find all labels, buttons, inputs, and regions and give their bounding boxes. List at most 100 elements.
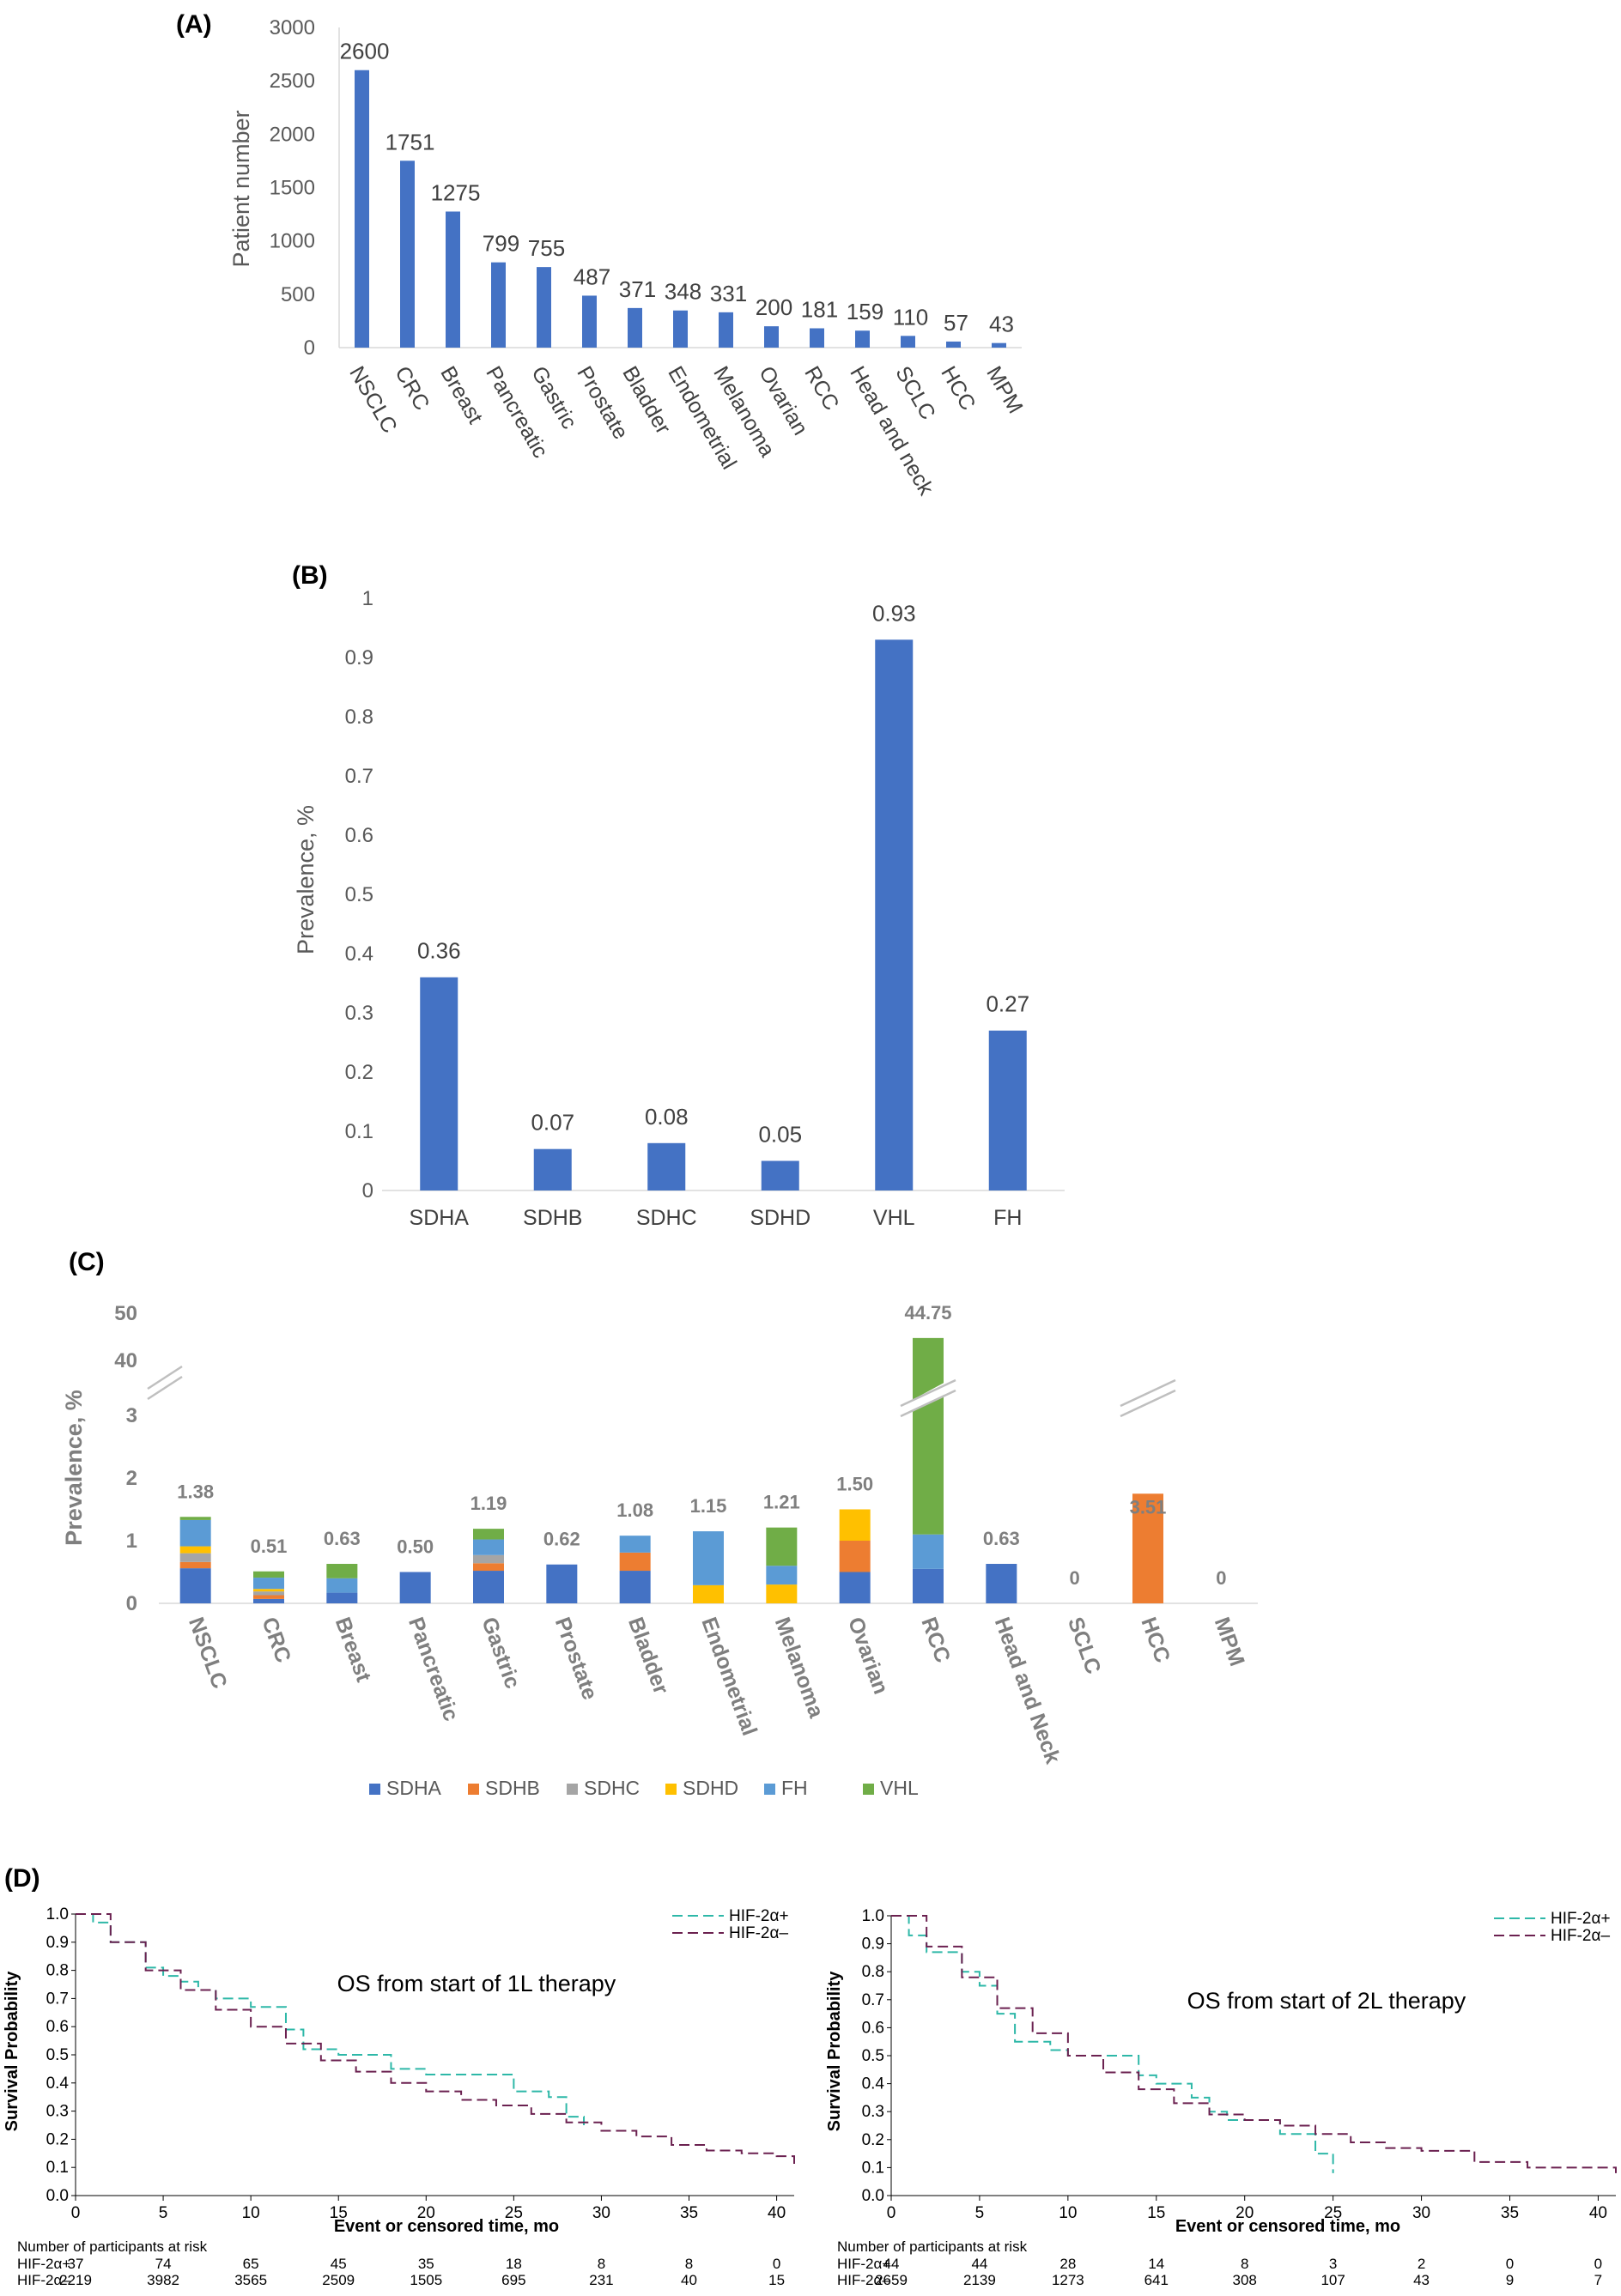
- panel-d-right-y-tick: 0.6: [862, 2019, 884, 2037]
- panel-b-data-label: 0.36: [417, 938, 461, 964]
- panel-a-data-label: 1275: [431, 179, 481, 205]
- panel-d-right-y-tick: 1.0: [862, 1907, 884, 1925]
- panel-c-segment-prostate-sdha: [546, 1564, 578, 1603]
- panel-a-y-tick: 2500: [270, 70, 315, 93]
- panel-c-segment-crc-sdhb: [253, 1595, 284, 1599]
- panel-d-right-risk-value: 9: [1506, 2272, 1514, 2288]
- panel-c-segment-gastric-fh: [473, 1539, 504, 1555]
- panel-d-left-curve-positive: [76, 1913, 586, 2125]
- panel-d-left-y-tick: 0.8: [46, 1962, 69, 1980]
- panel-c-segment-gastric-sdhb: [473, 1563, 504, 1572]
- panel-d-left-x-tick: 0: [71, 2204, 81, 2222]
- panel-d-left-risk-value: 18: [506, 2256, 522, 2272]
- panel-a-y-tick: 500: [281, 283, 315, 306]
- panel-c-total-label: 0.62: [543, 1529, 580, 1550]
- panel-a-y-tick: 0: [304, 336, 315, 360]
- panel-c-total-label: 0.51: [251, 1536, 288, 1557]
- panel-d-left-risk-row-label: HIF-2α–: [17, 2272, 70, 2288]
- panel-a-category-head-and-neck: Head and neck: [845, 362, 938, 500]
- legend-label-sdhc: SDHC: [584, 1777, 640, 1799]
- panel-d-right-risk-value: 44: [883, 2256, 900, 2272]
- panel-b-data-label: 0.05: [758, 1122, 802, 1148]
- panel-b-data-label: 0.08: [645, 1104, 689, 1130]
- panel-d-left-x-tick: 5: [159, 2204, 168, 2222]
- panel-c-segment-rcc-fh: [913, 1534, 944, 1569]
- panel-d-left-risk-row-label: HIF-2α+: [17, 2256, 70, 2272]
- panel-d-left-plot: 0.0 0.1 0.2 0.3 0.4 0.5 0.6 0.7 0.8 0.9 1.0 0 5 10 15 2…: [17, 1905, 795, 2288]
- panel-b-y-tick: 0.9: [345, 646, 373, 669]
- panel-c-segment-nsclc-sdha: [179, 1568, 211, 1603]
- panel-c-total-label: 44.75: [904, 1302, 951, 1324]
- panel-c-category-breast: Breast: [331, 1614, 376, 1685]
- panel-c-bar-break-mark: [900, 1378, 956, 1408]
- panel-b-category-labels: SDHA SDHB SDHC SDHD VHL FH: [410, 1206, 1023, 1230]
- panel-d-left-x-tick: 15: [330, 2204, 348, 2222]
- panel-b-y-tick: 0.3: [345, 1002, 373, 1025]
- panel-a-bar-sclc: [901, 336, 915, 348]
- panel-c-total-label: 0: [1070, 1567, 1080, 1589]
- legend-label-sdhd: SDHD: [683, 1777, 738, 1799]
- panel-d-left-x-axis-label: Event or censored time, mo: [334, 2217, 559, 2236]
- panel-a-category-breast: Breast: [435, 362, 487, 428]
- panel-a-data-label: 371: [619, 276, 656, 302]
- panel-d-right-y-tick: 0.8: [862, 1963, 884, 1981]
- panel-a-bar-mpm: [992, 342, 1006, 348]
- panel-c-bar-break-mark: [1120, 1389, 1176, 1418]
- panel-d-left-x-tick: 20: [417, 2204, 435, 2222]
- panel-b-data-label: 0.27: [986, 991, 1029, 1017]
- panel-c-total-label: 0.63: [324, 1528, 361, 1549]
- panel-d-left-x-tick: 40: [768, 2204, 786, 2222]
- panel-b-category-sdha: SDHA: [410, 1206, 470, 1230]
- panel-b-category-sdhb: SDHB: [523, 1206, 582, 1230]
- panel-c-segment-bladder-sdha: [619, 1571, 651, 1603]
- panel-a-bar-pancreatic: [491, 262, 506, 348]
- panel-d-left-x-tick: 35: [680, 2204, 698, 2222]
- panel-d-right-risk-value: 43: [1413, 2272, 1430, 2288]
- panel-d-right-risk-row-label: HIF-2α+: [837, 2256, 890, 2272]
- panel-d-left-y-tick: 0.0: [46, 2187, 69, 2205]
- panel-c-category-hcc: HCC: [1136, 1614, 1175, 1665]
- panel-d-right-legend-label: HIF-2α+: [1551, 1910, 1611, 1928]
- panel-d-right-x-axis-label: Event or censored time, mo: [1175, 2217, 1400, 2236]
- panel-b-y-tick: 0: [362, 1179, 373, 1203]
- panel-c-category-prostate: Prostate: [550, 1614, 603, 1703]
- panel-b-chart: (B) Prevalence, % 0 0.1 0.2 0.3 0.4 0.5 0.6 0.7…: [292, 561, 1065, 1230]
- panel-a-chart: (A) Patient number 0 500 1000 1500 2000 2500 3…: [176, 10, 1028, 500]
- panel-d-left-risk-value: 231: [589, 2272, 613, 2288]
- legend-swatch-sdhb: [468, 1784, 479, 1795]
- panel-d-left-y-tick: 0.2: [46, 2130, 69, 2148]
- panel-a-data-label: 110: [893, 304, 928, 330]
- panel-c-category-pancreatic: Pancreatic: [404, 1614, 464, 1724]
- panel-c-total-label: 3.51: [1130, 1497, 1167, 1518]
- panel-d-right-risk-value: 0: [1506, 2256, 1514, 2272]
- panel-d-left-y-axis-label: Survival Probability: [3, 1971, 21, 2132]
- panel-d-right-y-tick: 0.3: [862, 2103, 884, 2121]
- panel-d-left-y-tick: 0.6: [46, 2018, 69, 2036]
- panel-d-left-x-tick: 25: [505, 2204, 523, 2222]
- panel-d-left-risk-value: 45: [331, 2256, 347, 2272]
- legend-swatch-sdhc: [567, 1784, 578, 1795]
- panel-c-bar-break-mark: [900, 1389, 956, 1418]
- panel-b-y-tick: 0.4: [345, 942, 373, 966]
- panel-a-bar-ovarian: [764, 326, 779, 348]
- panel-d-right-risk-row-label: HIF-2α–: [837, 2272, 890, 2288]
- panel-b-y-ticks: 0 0.1 0.2 0.3 0.4 0.5 0.6 0.7 0.8 0.9 1: [345, 587, 1065, 1203]
- legend-swatch-fh: [764, 1784, 775, 1795]
- panel-a-bar-gastric: [537, 267, 551, 348]
- panel-c-segment-endometrial-fh: [693, 1531, 724, 1585]
- panel-a-data-label: 799: [483, 231, 519, 257]
- panel-c-total-label: 1.08: [616, 1499, 653, 1521]
- panel-c-segment-breast-sdha: [326, 1592, 358, 1603]
- panel-d-left-risk-value: 35: [418, 2256, 434, 2272]
- legend-swatch-sdha: [369, 1784, 380, 1795]
- panel-d-left-y-tick: 1.0: [46, 1905, 69, 1923]
- panel-a-bar-rcc: [810, 328, 824, 348]
- panel-b-y-tick: 0.8: [345, 706, 373, 729]
- panel-a-bar-nsclc: [355, 70, 369, 348]
- panel-d-left-y-tick: 0.7: [46, 1990, 69, 2008]
- panel-d-right-risk-value: 14: [1148, 2256, 1164, 2272]
- panel-c-y-tick: 0: [126, 1592, 137, 1615]
- panel-b-bar-sdhb: [533, 1148, 572, 1190]
